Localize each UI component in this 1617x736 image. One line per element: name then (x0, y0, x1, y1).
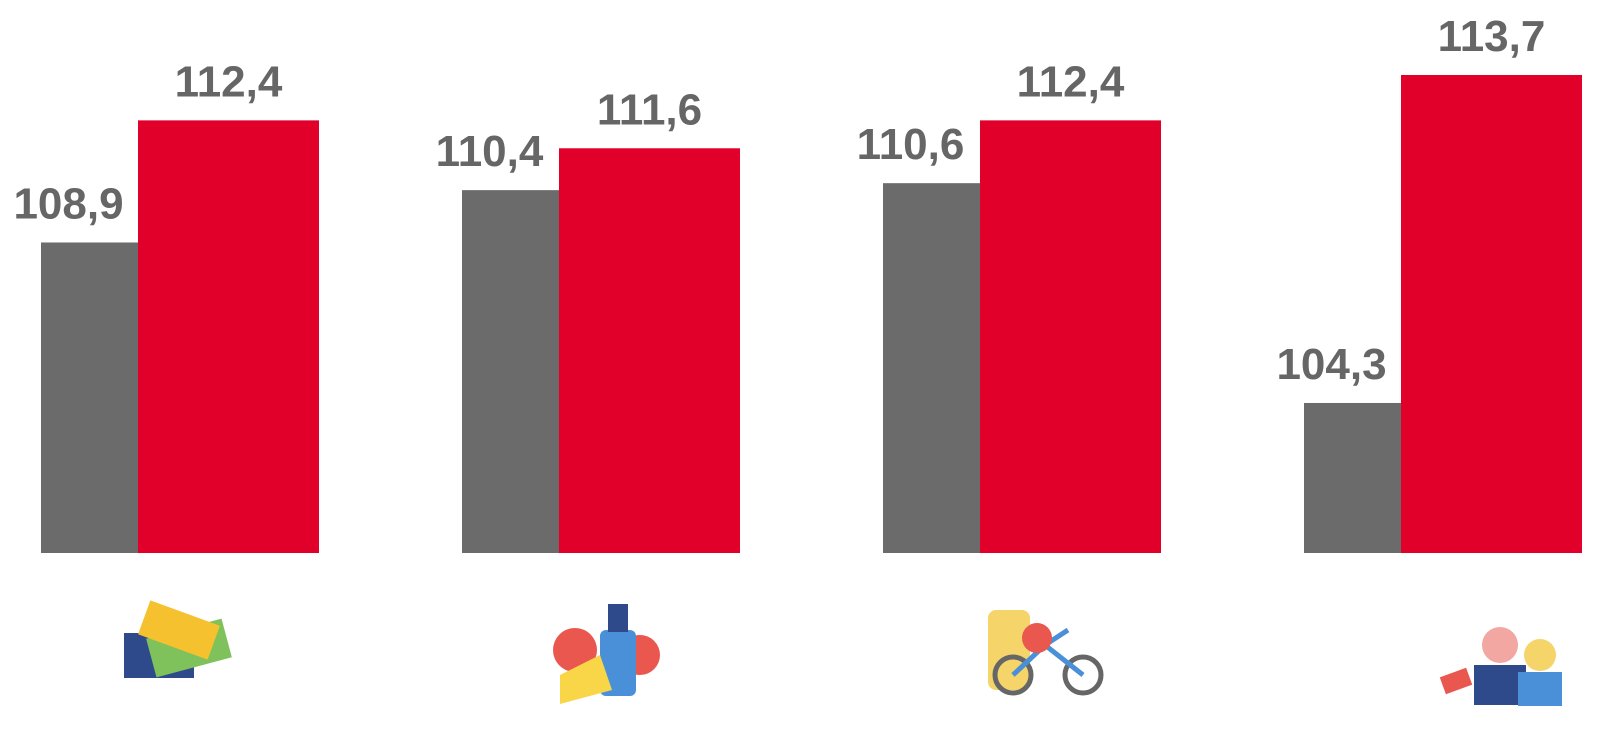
value-label: 111,6 (597, 85, 702, 134)
bottle (600, 630, 636, 696)
icon-services (1439, 627, 1562, 706)
person (1482, 627, 1518, 663)
person (1524, 639, 1556, 671)
bar (980, 120, 1161, 554)
value-label: 113,7 (1438, 12, 1546, 61)
icons (124, 600, 1562, 706)
wheel (1062, 654, 1104, 696)
person-body (1474, 665, 1526, 705)
wheel (992, 654, 1034, 696)
value-label: 112,4 (1017, 57, 1125, 106)
value-label: 108,9 (13, 179, 123, 228)
value-label: 112,4 (175, 57, 283, 106)
bar (559, 148, 740, 553)
bar (462, 190, 559, 554)
cheese (560, 655, 612, 704)
person-body (1518, 672, 1562, 706)
bar (138, 120, 319, 554)
icon-tags (124, 600, 232, 678)
value-label: 104,3 (1276, 340, 1386, 389)
icon-food (553, 604, 660, 704)
value-label: 110,4 (436, 127, 544, 176)
bottle-neck (608, 604, 628, 632)
tag (138, 600, 220, 660)
bar (1304, 402, 1401, 553)
icon-goods (988, 610, 1104, 696)
book (1439, 667, 1473, 695)
value-label: 110,6 (857, 120, 965, 169)
chair (1022, 623, 1052, 653)
bar (1401, 75, 1582, 553)
bar (41, 242, 138, 553)
sausage (553, 628, 597, 672)
bar (883, 183, 980, 553)
